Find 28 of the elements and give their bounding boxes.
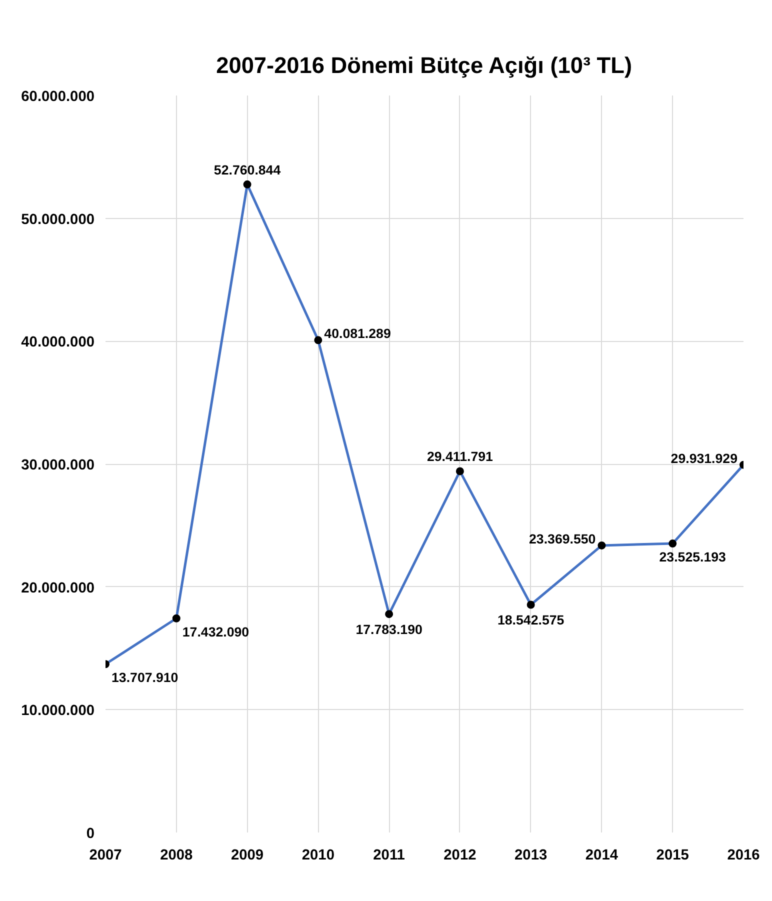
data-label: 18.542.575	[497, 612, 565, 628]
y-tick-label: 60.000.000	[21, 89, 95, 105]
x-tick-label: 2015	[656, 848, 689, 864]
data-label: 13.707.910	[112, 670, 178, 686]
data-label: 17.432.090	[182, 624, 250, 640]
data-label: 40.081.289	[324, 326, 391, 342]
y-tick-label: 50.000.000	[21, 212, 95, 228]
x-tick-label: 2011	[373, 848, 405, 864]
data-label: 29.931.929	[670, 450, 738, 466]
y-tick-label: 30.000.000	[21, 458, 95, 474]
data-label: 29.411.791	[426, 449, 494, 464]
x-tick-label: 2010	[302, 848, 334, 864]
x-tick-label: 2016	[727, 848, 760, 864]
x-tick-label: 2013	[514, 848, 548, 864]
x-tick-label: 2008	[160, 848, 193, 864]
data-label: 52.760.844	[214, 162, 282, 178]
y-tick-label: 10.000.000	[21, 703, 95, 720]
y-tick-label: 20.000.000	[21, 580, 95, 596]
x-tick-label: 2014	[585, 848, 619, 864]
y-tick-label: 40.000.000	[21, 334, 95, 351]
chart-title: 2007-2016 Dönemi Bütçe Açığı (10³ TL)	[216, 52, 632, 78]
x-tick-label: 2007	[89, 848, 122, 864]
data-label: 23.525.193	[659, 550, 726, 565]
y-tick-label: 0	[86, 826, 95, 842]
x-tick-label: 2009	[230, 848, 264, 864]
x-tick-label: 2012	[444, 848, 476, 864]
data-label: 23.369.550	[529, 531, 596, 546]
data-label: 17.783.190	[356, 622, 422, 638]
